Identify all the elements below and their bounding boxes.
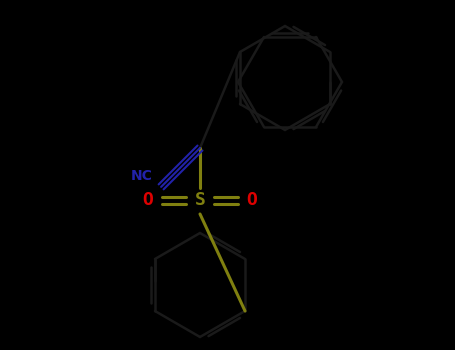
Text: S: S: [195, 191, 206, 209]
Text: NC: NC: [131, 169, 153, 183]
Text: O: O: [247, 191, 258, 209]
Text: O: O: [142, 191, 153, 209]
